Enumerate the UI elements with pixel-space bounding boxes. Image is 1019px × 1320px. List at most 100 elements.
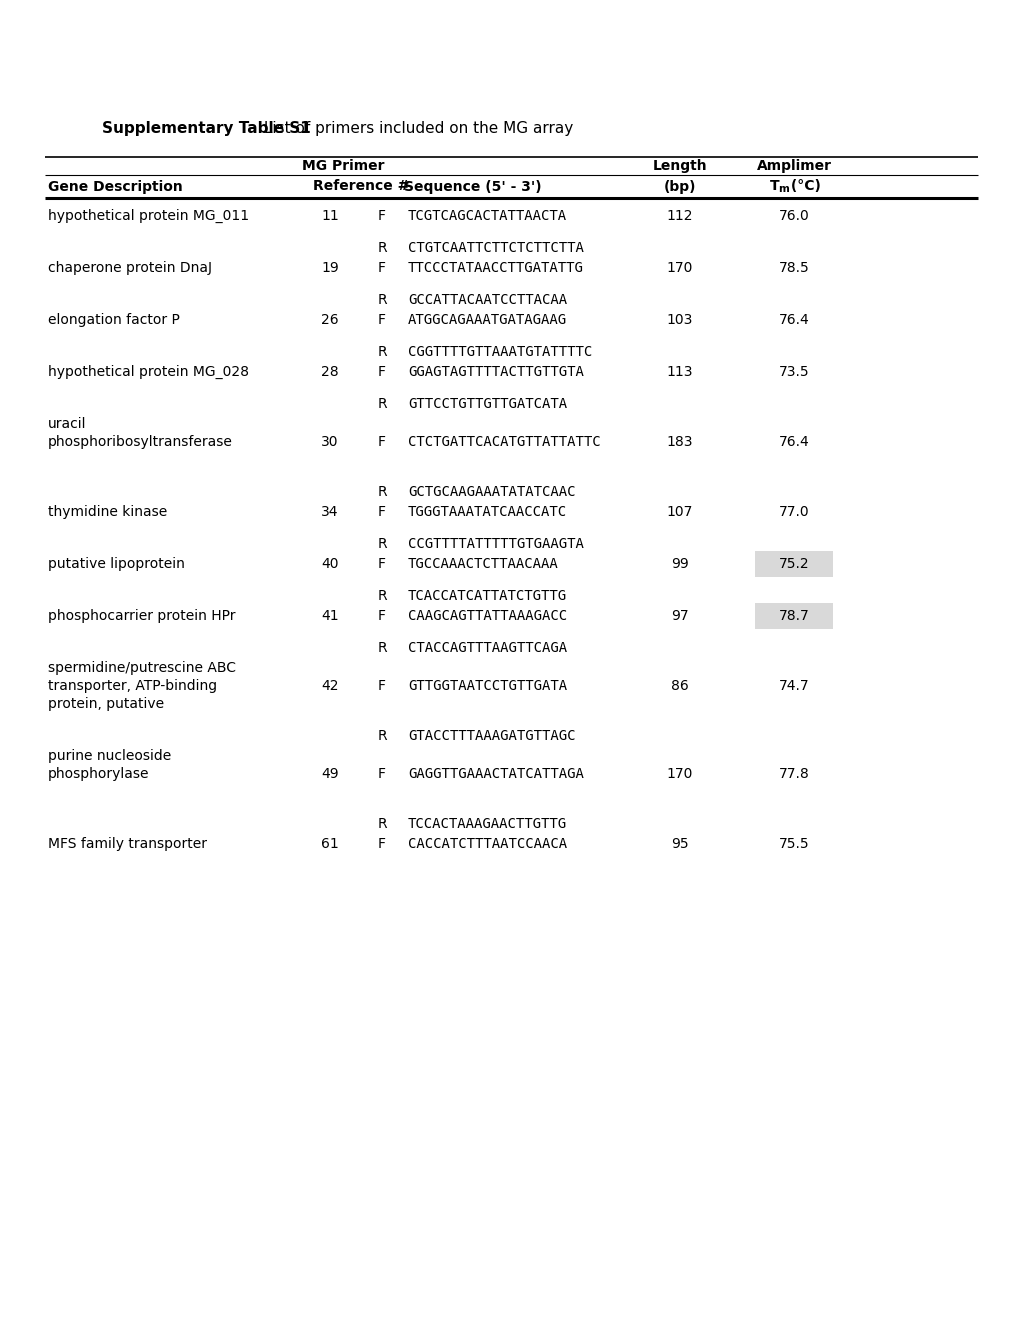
Text: 78.7: 78.7 — [777, 609, 809, 623]
Text: T: T — [769, 180, 779, 194]
Text: R: R — [378, 817, 387, 832]
Text: 113: 113 — [666, 366, 693, 379]
Text: (bp): (bp) — [663, 180, 696, 194]
Text: R: R — [378, 242, 387, 255]
Text: 61: 61 — [321, 837, 338, 851]
Text: spermidine/putrescine ABC: spermidine/putrescine ABC — [48, 661, 235, 675]
Text: GTTCCTGTTGTTGATCATA: GTTCCTGTTGTTGATCATA — [408, 397, 567, 411]
Text: 49: 49 — [321, 767, 338, 781]
Text: F: F — [378, 436, 385, 449]
Text: GGAGTAGTTTTACTTGTTGTA: GGAGTAGTTTTACTTGTTGTA — [408, 366, 583, 379]
Text: phosphorylase: phosphorylase — [48, 767, 150, 781]
Text: CACCATCTTTAATCCAACA: CACCATCTTTAATCCAACA — [408, 837, 567, 851]
Text: phosphocarrier protein HPr: phosphocarrier protein HPr — [48, 609, 235, 623]
Text: chaperone protein DnaJ: chaperone protein DnaJ — [48, 261, 212, 275]
Text: 26: 26 — [321, 313, 338, 327]
Text: R: R — [378, 642, 387, 655]
Text: 86: 86 — [671, 678, 688, 693]
Text: hypothetical protein MG_011: hypothetical protein MG_011 — [48, 209, 249, 223]
Text: 76.4: 76.4 — [777, 436, 809, 449]
Text: 74.7: 74.7 — [777, 678, 808, 693]
Text: TCGTCAGCACTATTAACTA: TCGTCAGCACTATTAACTA — [408, 209, 567, 223]
Text: F: F — [378, 767, 385, 781]
Text: Length: Length — [652, 158, 706, 173]
Text: 97: 97 — [671, 609, 688, 623]
Text: F: F — [378, 609, 385, 623]
FancyBboxPatch shape — [754, 603, 833, 630]
Text: 78.5: 78.5 — [777, 261, 809, 275]
Text: F: F — [378, 837, 385, 851]
Text: F: F — [378, 261, 385, 275]
Text: TCCACTAAAGAACTTGTTG: TCCACTAAAGAACTTGTTG — [408, 817, 567, 832]
Text: CTCTGATTCACATGTTATTATTC: CTCTGATTCACATGTTATTATTC — [408, 436, 600, 449]
Text: uracil: uracil — [48, 417, 87, 432]
Text: (°C): (°C) — [786, 180, 820, 194]
Text: 19: 19 — [321, 261, 338, 275]
Text: transporter, ATP-binding: transporter, ATP-binding — [48, 678, 217, 693]
Text: phosphoribosyltransferase: phosphoribosyltransferase — [48, 436, 232, 449]
Text: 34: 34 — [321, 506, 338, 519]
Text: F: F — [378, 678, 385, 693]
Text: 99: 99 — [671, 557, 688, 572]
Text: R: R — [378, 484, 387, 499]
Text: R: R — [378, 537, 387, 550]
Text: protein, putative: protein, putative — [48, 697, 164, 711]
Text: 30: 30 — [321, 436, 338, 449]
Text: TGCCAAACTCTTAACAAA: TGCCAAACTCTTAACAAA — [408, 557, 558, 572]
Text: F: F — [378, 506, 385, 519]
Text: 170: 170 — [666, 261, 693, 275]
Text: R: R — [378, 293, 387, 308]
Text: 76.4: 76.4 — [777, 313, 809, 327]
Text: Amplimer: Amplimer — [756, 158, 830, 173]
Text: ATGGCAGAAATGATAGAAG: ATGGCAGAAATGATAGAAG — [408, 313, 567, 327]
Text: GCCATTACAATCCTTACAA: GCCATTACAATCCTTACAA — [408, 293, 567, 308]
Text: R: R — [378, 397, 387, 411]
Text: CAAGCAGTTATTAAAGACC: CAAGCAGTTATTAAAGACC — [408, 609, 567, 623]
Text: 103: 103 — [666, 313, 693, 327]
Text: R: R — [378, 345, 387, 359]
Text: F: F — [378, 209, 385, 223]
Text: GTTGGTAATCCTGTTGATA: GTTGGTAATCCTGTTGATA — [408, 678, 567, 693]
Text: Supplementary Table S1: Supplementary Table S1 — [102, 120, 311, 136]
FancyBboxPatch shape — [754, 550, 833, 577]
Text: F: F — [378, 313, 385, 327]
Text: GAGGTTGAAACTATCATTAGA: GAGGTTGAAACTATCATTAGA — [408, 767, 583, 781]
Text: CGGTTTTGTTAAATGTATTTTC: CGGTTTTGTTAAATGTATTTTC — [408, 345, 592, 359]
Text: Sequence (5' - 3'): Sequence (5' - 3') — [404, 180, 541, 194]
Text: 75.5: 75.5 — [777, 837, 808, 851]
Text: CTACCAGTTTAAGTTCAGA: CTACCAGTTTAAGTTCAGA — [408, 642, 567, 655]
Text: Gene Description: Gene Description — [48, 180, 182, 194]
Text: thymidine kinase: thymidine kinase — [48, 506, 167, 519]
Text: 183: 183 — [666, 436, 693, 449]
Text: m: m — [777, 185, 788, 194]
Text: TCACCATCATTATCTGTTG: TCACCATCATTATCTGTTG — [408, 589, 567, 603]
Text: GCTGCAAGAAATATATCAAC: GCTGCAAGAAATATATCAAC — [408, 484, 575, 499]
Text: CTGTCAATTCTTCTCTTCTTA: CTGTCAATTCTTCTCTTCTTA — [408, 242, 583, 255]
Text: 73.5: 73.5 — [777, 366, 808, 379]
Text: 75.2: 75.2 — [777, 557, 808, 572]
Text: purine nucleoside: purine nucleoside — [48, 748, 171, 763]
Text: 28: 28 — [321, 366, 338, 379]
Text: 170: 170 — [666, 767, 693, 781]
Text: Reference #: Reference # — [313, 180, 409, 194]
Text: CCGTTTTATTTTTGTGAAGTA: CCGTTTTATTTTTGTGAAGTA — [408, 537, 583, 550]
Text: 42: 42 — [321, 678, 338, 693]
Text: 77.8: 77.8 — [777, 767, 809, 781]
Text: R: R — [378, 729, 387, 743]
Text: putative lipoprotein: putative lipoprotein — [48, 557, 184, 572]
Text: 41: 41 — [321, 609, 338, 623]
Text: MFS family transporter: MFS family transporter — [48, 837, 207, 851]
Text: hypothetical protein MG_028: hypothetical protein MG_028 — [48, 364, 249, 379]
Text: elongation factor P: elongation factor P — [48, 313, 179, 327]
Text: GTACCTTTAAAGATGTTAGC: GTACCTTTAAAGATGTTAGC — [408, 729, 575, 743]
Text: F: F — [378, 557, 385, 572]
Text: 40: 40 — [321, 557, 338, 572]
Text: F: F — [378, 366, 385, 379]
Text: 76.0: 76.0 — [777, 209, 809, 223]
Text: R: R — [378, 589, 387, 603]
Text: TGGGTAAATATCAACCATC: TGGGTAAATATCAACCATC — [408, 506, 567, 519]
Text: 77.0: 77.0 — [777, 506, 808, 519]
Text: List of primers included on the MG array: List of primers included on the MG array — [259, 120, 573, 136]
Text: 11: 11 — [321, 209, 338, 223]
Text: MG Primer: MG Primer — [302, 158, 384, 173]
